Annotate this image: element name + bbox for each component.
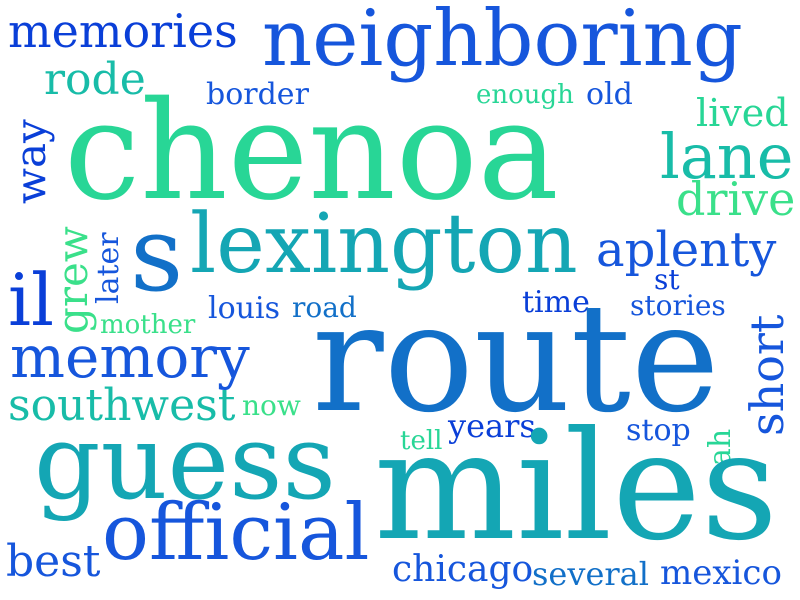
- word-chenoa: chenoa: [64, 73, 559, 231]
- word-now: now: [242, 389, 301, 422]
- word-road: road: [292, 291, 357, 324]
- word-lane: lane: [660, 120, 794, 193]
- word-miles: miles: [374, 400, 778, 574]
- word-rode: rode: [44, 54, 146, 105]
- word-border: border: [206, 77, 309, 112]
- word-guess: guess: [34, 401, 336, 523]
- word-s: s: [130, 193, 184, 315]
- word-mexico: mexico: [660, 553, 782, 593]
- word-several: several: [532, 555, 649, 593]
- word-mother: mother: [100, 310, 196, 340]
- word-southwest: southwest: [8, 380, 236, 431]
- word-best: best: [6, 536, 101, 587]
- word-later: later: [91, 232, 126, 304]
- word-way: way: [6, 119, 55, 204]
- word-old: old: [586, 77, 633, 112]
- word-il: il: [8, 258, 55, 342]
- word-route: route: [312, 272, 720, 446]
- word-memory: memory: [10, 323, 250, 391]
- word-lexington: lexington: [190, 197, 578, 292]
- word-chicago: chicago: [392, 549, 534, 590]
- word-aplenty: aplenty: [596, 222, 777, 278]
- word-grew: grew: [48, 226, 97, 334]
- word-memories: memories: [8, 4, 238, 58]
- word-st: st: [654, 263, 680, 296]
- word-stories: stories: [630, 289, 726, 322]
- word-drive: drive: [676, 172, 796, 226]
- word-tell: tell: [400, 426, 443, 456]
- word-official: official: [102, 488, 370, 578]
- word-years: years: [448, 407, 536, 445]
- word-louis: louis: [208, 291, 280, 326]
- word-neighboring: neighboring: [262, 0, 743, 84]
- word-lived: lived: [696, 91, 789, 135]
- word-time: time: [522, 285, 590, 320]
- word-enough: enough: [476, 80, 574, 110]
- word-stop: stop: [626, 413, 691, 448]
